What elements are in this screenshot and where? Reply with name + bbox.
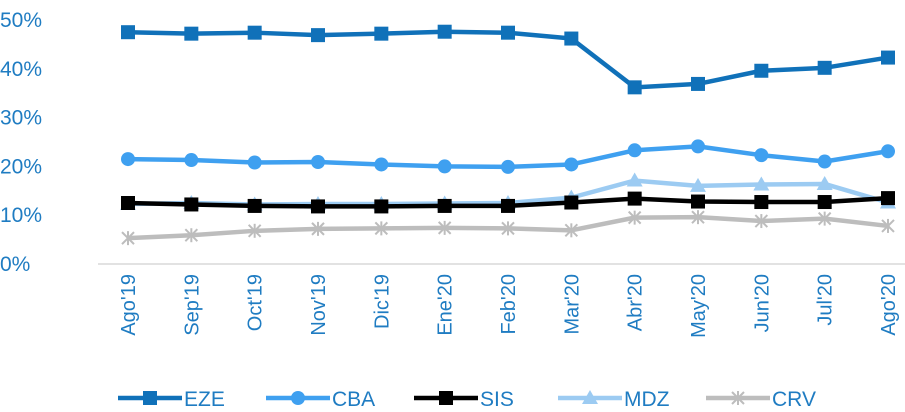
cba-point (311, 155, 325, 170)
cba-point (501, 159, 515, 174)
crv-point (564, 223, 579, 238)
x-tick-label: Mar'20 (561, 274, 583, 335)
legend-label: CBA (332, 388, 375, 411)
legend-item-crv: CRV (706, 388, 816, 411)
cba-point (754, 148, 769, 163)
sis-point (881, 191, 895, 206)
x-tick-label: May'20 (688, 274, 710, 338)
y-tick-label: 0% (0, 253, 30, 276)
crv-point (691, 210, 705, 225)
eze-point (374, 26, 389, 41)
crv-point (754, 214, 769, 229)
mdz-point (753, 176, 770, 191)
eze-point (817, 60, 832, 75)
sis-point (627, 191, 642, 206)
sis-point (754, 195, 769, 210)
eze-point (627, 80, 642, 95)
x-tick-label: Nov'19 (308, 274, 330, 336)
x-tick-label: Ago'19 (118, 274, 140, 336)
eze-point (691, 76, 705, 91)
y-tick-label: 40% (0, 58, 42, 81)
x-tick-label: Jul'20 (815, 274, 837, 326)
crv-point (881, 218, 895, 233)
crv-point (247, 223, 262, 238)
legend-item-sis: SIS (414, 388, 514, 411)
legend-item-eze: EZE (118, 388, 225, 411)
y-tick-label: 30% (0, 107, 42, 130)
cba-point (817, 154, 832, 169)
sis-point (564, 195, 579, 210)
legend-marker (582, 390, 598, 404)
series-sis (121, 191, 895, 214)
y-tick-label: 20% (0, 155, 42, 178)
x-tick-label: Ene'20 (435, 274, 457, 336)
sis-point (311, 199, 325, 214)
crv-point (627, 210, 642, 225)
sis-point (817, 195, 832, 210)
legend-marker (439, 391, 453, 405)
legend-item-mdz: MDZ (558, 388, 670, 411)
sis-point (501, 198, 515, 213)
series-cba (121, 139, 895, 174)
legend-marker (731, 391, 745, 405)
eze-point (564, 31, 579, 46)
series-crv (121, 210, 895, 246)
crv-point (374, 221, 389, 236)
cba-point (247, 155, 262, 170)
mdz-point (816, 175, 833, 190)
mdz-point (690, 177, 706, 192)
x-tick-label: Dic'19 (371, 274, 393, 329)
cba-point (184, 153, 199, 168)
cba-point (691, 139, 705, 154)
y-tick-label: 50% (0, 9, 42, 32)
series-eze (121, 24, 895, 95)
sis-point (691, 194, 705, 209)
eze-point (247, 25, 262, 40)
sis-point (121, 196, 135, 210)
eze-point (754, 63, 769, 78)
axes: 0% 10% 20% 30% 40% 50% Ago'19 Sep'19 Oct'19 Nov'1… (0, 9, 905, 338)
sis-point (374, 199, 389, 214)
sis-point (437, 198, 452, 213)
x-tick-label: Sep'19 (181, 274, 203, 336)
eze-point (184, 26, 199, 41)
crv-point (184, 228, 199, 243)
cba-point (564, 157, 579, 172)
legend-label: CRV (772, 388, 816, 411)
x-tick-label: Feb'20 (498, 274, 520, 335)
x-tick-label: Oct'19 (245, 274, 267, 331)
cba-point (627, 143, 642, 158)
sis-point (247, 198, 262, 213)
eze-point (881, 50, 895, 65)
series-layer (120, 24, 896, 246)
cba-point (437, 159, 452, 174)
cba-point (374, 157, 389, 172)
legend-label: EZE (184, 388, 225, 411)
legend-label: MDZ (624, 388, 670, 411)
crv-point (437, 220, 452, 235)
eze-point (501, 25, 515, 40)
legend: EZE CBA SIS MDZ CRV (118, 388, 816, 411)
cba-point (881, 144, 895, 159)
mdz-point (626, 172, 643, 187)
y-tick-label: 10% (0, 204, 42, 227)
eze-point (437, 24, 452, 39)
x-tick-label: Jun'20 (751, 274, 773, 332)
legend-label: SIS (480, 388, 514, 411)
legend-marker (291, 391, 305, 405)
eze-line (127, 29, 889, 90)
legend-item-cba: CBA (266, 388, 375, 411)
crv-point (121, 231, 135, 246)
crv-point (817, 211, 832, 226)
x-tick-label: Abr'20 (625, 274, 647, 331)
eze-point (121, 25, 135, 40)
crv-point (501, 221, 515, 236)
sis-point (184, 197, 199, 212)
crv-point (311, 221, 325, 236)
cba-point (121, 152, 135, 167)
legend-marker (143, 391, 157, 405)
eze-point (311, 28, 325, 43)
x-tick-label: Ago'20 (878, 274, 900, 336)
